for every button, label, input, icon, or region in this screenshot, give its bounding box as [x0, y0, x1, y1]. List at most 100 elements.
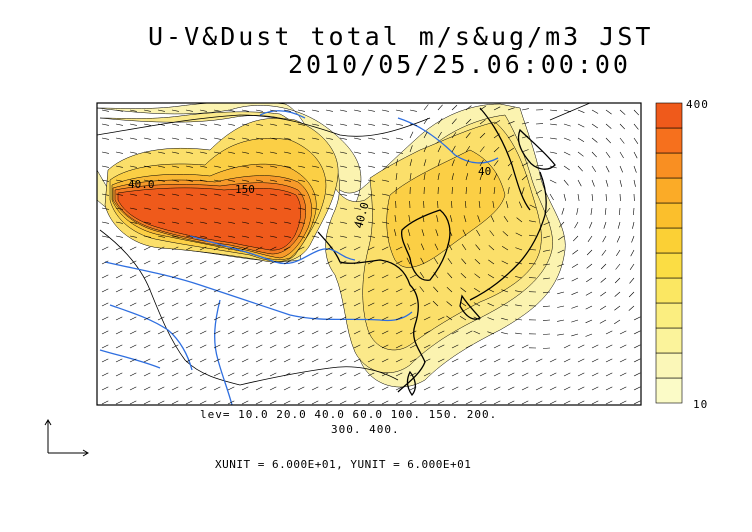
wind-arrow — [325, 235, 333, 238]
wind-arrow — [543, 235, 551, 239]
wind-arrow — [515, 332, 523, 335]
wind-arrow — [157, 316, 165, 321]
wind-arrow — [476, 229, 481, 237]
wind-arrow — [395, 316, 403, 321]
wind-arrow — [437, 316, 445, 321]
wind-arrow — [339, 358, 347, 363]
wind-arrow — [436, 215, 439, 223]
wind-arrow — [549, 386, 557, 391]
wind-arrow — [129, 260, 137, 265]
wind-arrow — [101, 207, 109, 210]
wind-arrow — [602, 235, 607, 243]
wind-arrow — [630, 249, 635, 257]
wind-arrow — [143, 123, 151, 126]
wind-arrow — [605, 165, 610, 173]
wind-arrow — [419, 286, 425, 293]
wind-arrow — [591, 193, 594, 202]
wind-arrow — [115, 137, 123, 140]
wind-arrow — [437, 400, 445, 405]
wind-arrow — [437, 386, 445, 391]
wind-arrow — [577, 179, 582, 187]
wind-arrow — [227, 151, 235, 154]
wind-arrow — [409, 123, 417, 126]
wind-arrow — [619, 372, 627, 377]
wind-arrow — [475, 244, 481, 251]
wind-arrow — [542, 291, 551, 294]
wind-arrow — [157, 221, 165, 224]
wind-arrow — [129, 330, 137, 335]
colorbar-min-label: 10 — [693, 398, 709, 411]
wind-arrow — [633, 316, 641, 321]
wind-arrow — [451, 145, 456, 153]
wind-arrow — [492, 201, 495, 209]
wind-arrow — [325, 123, 333, 126]
wind-arrow — [101, 165, 109, 168]
wind-arrow — [171, 372, 179, 377]
wind-arrow — [395, 386, 403, 391]
wind-arrow — [241, 193, 249, 196]
wind-arrow — [423, 344, 431, 349]
colorbar-swatch — [655, 377, 683, 404]
wind-arrow — [297, 288, 305, 293]
wind-arrow — [395, 109, 403, 112]
wind-arrow — [129, 235, 137, 238]
wind-arrow — [353, 151, 361, 154]
wind-arrow — [213, 165, 221, 168]
wind-arrow — [381, 316, 389, 321]
wind-arrow — [199, 316, 207, 321]
wind-arrow — [465, 173, 469, 181]
wind-arrow — [604, 207, 607, 215]
wind-arrow — [143, 386, 151, 391]
river-ganges — [99, 349, 161, 369]
wind-arrow — [269, 221, 277, 224]
wind-arrow — [605, 372, 613, 377]
wind-arrow — [479, 146, 485, 153]
wind-arrow — [489, 230, 495, 237]
colorbar-swatch — [655, 127, 683, 154]
wind-arrow — [115, 151, 123, 154]
wind-arrow — [409, 109, 417, 112]
wind-arrow — [591, 400, 599, 405]
reference-vector-v-head — [44, 419, 52, 426]
wind-arrow — [535, 386, 543, 391]
wind-arrow — [409, 145, 413, 153]
wind-arrow — [631, 235, 635, 243]
wind-arrow — [101, 386, 109, 391]
wind-arrow — [255, 137, 263, 140]
wind-arrow — [479, 119, 486, 125]
wind-arrow — [129, 193, 137, 196]
colorbar — [655, 102, 683, 404]
wind-arrow — [521, 400, 529, 405]
wind-arrow — [171, 260, 179, 265]
wind-arrow — [557, 263, 565, 267]
wind-arrow — [367, 358, 375, 363]
wind-arrow — [101, 179, 109, 182]
wind-arrow — [465, 105, 472, 111]
wind-arrow — [227, 260, 235, 265]
wind-arrow — [589, 221, 593, 229]
border-north — [97, 114, 431, 137]
wind-arrow — [297, 260, 305, 265]
wind-arrow — [269, 207, 277, 210]
wind-arrow — [577, 372, 585, 377]
wind-arrow — [129, 221, 137, 224]
wind-arrow — [171, 274, 179, 279]
wind-arrow — [577, 193, 580, 201]
wind-arrow — [633, 330, 641, 335]
wind-arrow — [395, 159, 398, 167]
wind-arrow — [507, 344, 515, 349]
wind-arrow — [487, 274, 495, 279]
wind-arrow — [129, 165, 137, 168]
wind-arrow — [297, 316, 305, 321]
wind-arrow — [381, 274, 389, 279]
wind-arrow — [157, 179, 165, 182]
wind-arrow — [628, 305, 635, 311]
wind-arrow — [515, 276, 523, 279]
wind-arrow — [241, 207, 249, 210]
wind-arrow — [185, 400, 193, 405]
wind-arrow — [381, 123, 389, 126]
wind-arrow — [213, 316, 221, 321]
wind-arrow — [633, 179, 636, 187]
wind-arrow — [157, 165, 165, 168]
wind-arrow — [143, 235, 151, 238]
